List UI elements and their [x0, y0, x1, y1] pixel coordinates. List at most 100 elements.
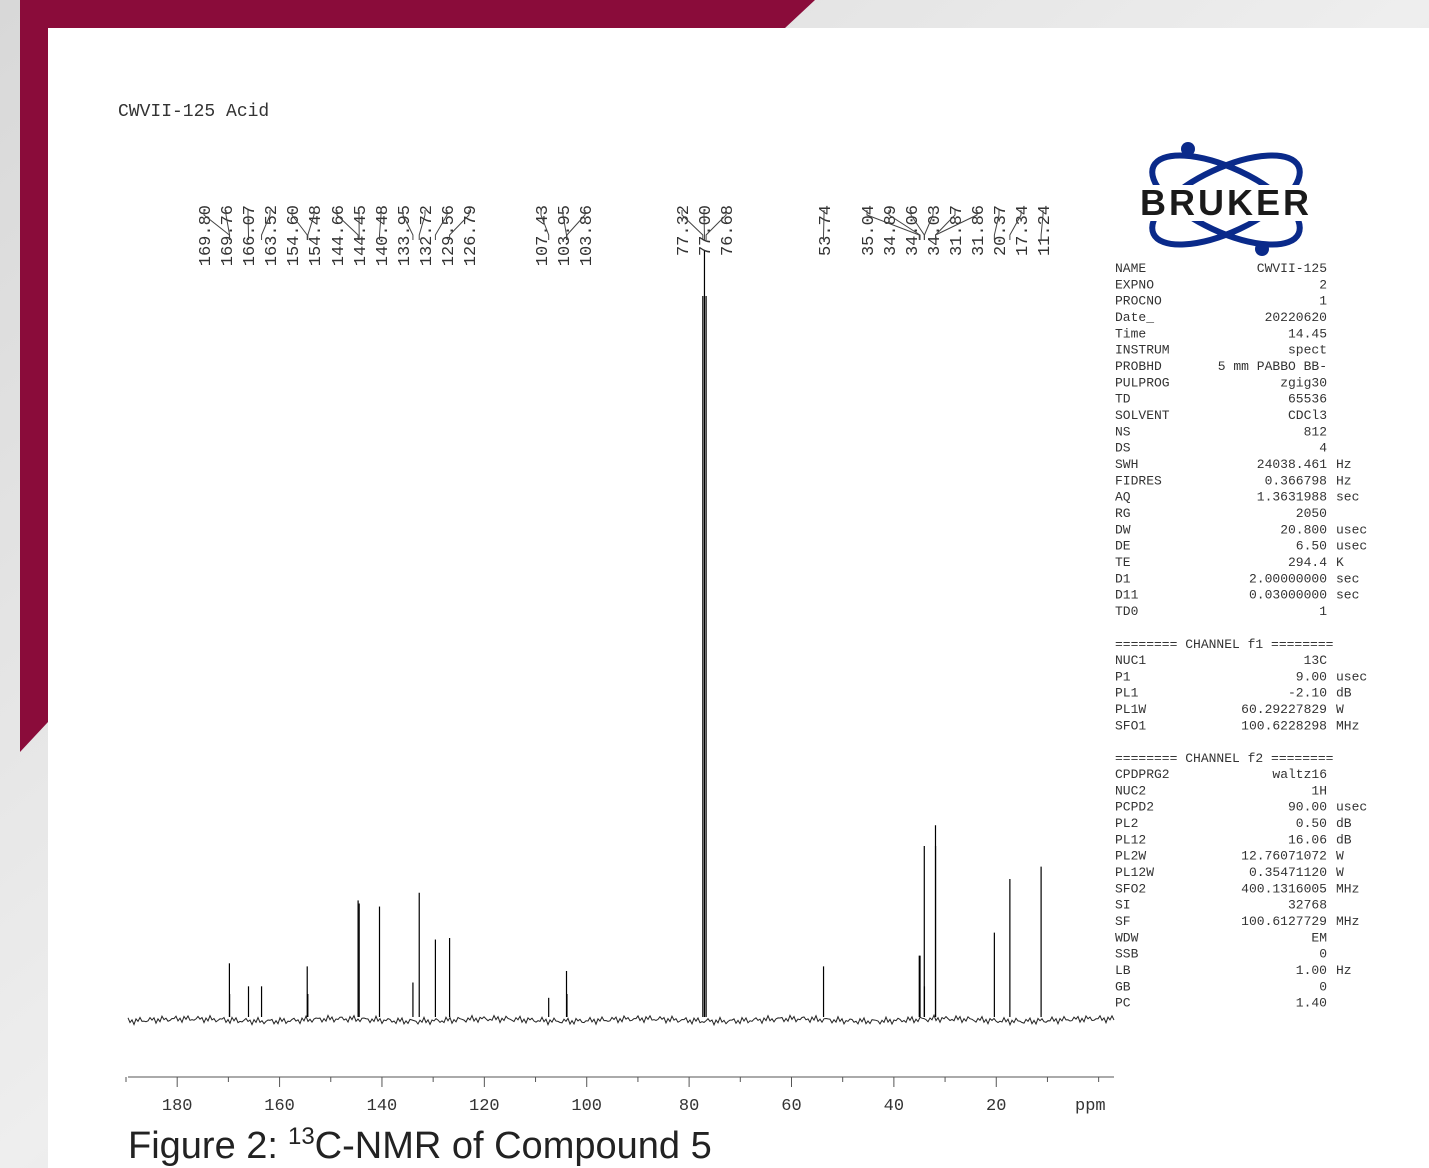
slide: CWVII-125 Acid ppm BRUKER Figure 2:13C-N…	[0, 0, 1429, 1168]
peak-label: 34.06	[904, 205, 923, 256]
peak-label: 103.95	[556, 205, 575, 266]
channel-header: ======== CHANNEL f1 ========	[1115, 637, 1334, 652]
param-value: 13C	[1304, 653, 1328, 668]
peak-label: 34.89	[882, 205, 901, 256]
param-key: SWH	[1115, 457, 1138, 472]
param-key: PCPD2	[1115, 800, 1154, 815]
param-value: 294.4	[1288, 555, 1327, 570]
param-value: 1	[1319, 604, 1327, 619]
x-axis-label: ppm	[1075, 1097, 1106, 1116]
param-unit: Hz	[1336, 457, 1352, 472]
param-value: EM	[1311, 930, 1327, 945]
param-key: CPDPRG2	[1115, 767, 1170, 782]
param-key: GB	[1115, 979, 1131, 994]
peak-label: 77.00	[697, 205, 716, 256]
param-value: zgig30	[1280, 375, 1327, 390]
param-value: 0.50	[1296, 816, 1327, 831]
param-key: INSTRUM	[1115, 343, 1170, 358]
x-tick-label: 80	[679, 1097, 699, 1116]
param-unit: MHz	[1336, 914, 1359, 929]
peak-label: 154.60	[285, 205, 304, 266]
peak-label: 169.76	[219, 205, 238, 266]
param-unit: W	[1336, 865, 1344, 880]
param-key: LB	[1115, 963, 1131, 978]
param-key: TD0	[1115, 604, 1138, 619]
param-key: PL1W	[1115, 702, 1146, 717]
peak-label: 77.32	[675, 205, 694, 256]
param-key: PL12W	[1115, 865, 1154, 880]
param-key: FIDRES	[1115, 473, 1162, 488]
param-key: EXPNO	[1115, 277, 1154, 292]
param-value: 2.00000000	[1249, 571, 1327, 586]
param-value: 4	[1319, 441, 1327, 456]
peak-label: 76.68	[719, 205, 738, 256]
param-value: 9.00	[1296, 669, 1327, 684]
param-key: WDW	[1115, 930, 1139, 945]
param-value: 1	[1319, 294, 1327, 309]
caption-superscript: 13	[288, 1123, 315, 1150]
peak-label: 166.07	[241, 205, 260, 266]
peak-label: 154.48	[307, 205, 326, 266]
peak-label: 35.04	[860, 205, 879, 256]
param-key: PL2	[1115, 816, 1138, 831]
param-value: 65536	[1288, 392, 1327, 407]
param-value: 24038.461	[1257, 457, 1327, 472]
x-tick-label: 120	[469, 1097, 500, 1116]
param-value: 812	[1304, 424, 1327, 439]
param-unit: K	[1336, 555, 1344, 570]
param-value: 20220620	[1265, 310, 1327, 325]
caption-rest: C-NMR of Compound 5	[315, 1125, 712, 1167]
x-tick-label: 160	[264, 1097, 295, 1116]
param-key: PROCNO	[1115, 294, 1162, 309]
param-key: DW	[1115, 522, 1131, 537]
peak-label: 144.66	[330, 205, 349, 266]
param-key: PC	[1115, 996, 1131, 1011]
param-key: NAME	[1115, 261, 1146, 276]
x-tick-label: 140	[367, 1097, 398, 1116]
param-unit: Hz	[1336, 473, 1352, 488]
peak-label: 53.74	[817, 205, 836, 256]
peak-label: 11.24	[1036, 205, 1055, 256]
peak-label: 107.43	[534, 205, 553, 266]
param-unit: sec	[1336, 490, 1359, 505]
param-unit: dB	[1336, 816, 1352, 831]
peak-label: 132.72	[418, 205, 437, 266]
param-value: 32768	[1288, 898, 1327, 913]
peak-label: 31.87	[948, 205, 967, 256]
param-value: 400.1316005	[1241, 881, 1327, 896]
param-unit: MHz	[1336, 881, 1359, 896]
param-key: Date_	[1115, 310, 1154, 325]
param-key: NUC2	[1115, 783, 1146, 798]
param-key: D1	[1115, 571, 1131, 586]
param-value: 0	[1319, 979, 1327, 994]
x-tick-label: 100	[571, 1097, 602, 1116]
param-key: NS	[1115, 424, 1131, 439]
peak-label: 34.03	[926, 205, 945, 256]
spectrum-title: CWVII-125 Acid	[118, 102, 269, 122]
param-key: PL1	[1115, 686, 1139, 701]
param-unit: dB	[1336, 832, 1352, 847]
x-tick-label: 20	[986, 1097, 1006, 1116]
param-value: 0.366798	[1265, 473, 1327, 488]
param-key: SFO1	[1115, 718, 1146, 733]
param-value: 100.6127729	[1241, 914, 1327, 929]
param-value: 16.06	[1288, 832, 1327, 847]
param-key: P1	[1115, 669, 1131, 684]
param-value: 1.40	[1296, 996, 1327, 1011]
param-key: SF	[1115, 914, 1131, 929]
x-tick-label: 60	[781, 1097, 801, 1116]
param-value: 1H	[1311, 783, 1327, 798]
param-unit: Hz	[1336, 963, 1352, 978]
param-value: 90.00	[1288, 800, 1327, 815]
param-value: 2050	[1296, 506, 1327, 521]
param-key: AQ	[1115, 490, 1131, 505]
param-value: waltz16	[1272, 767, 1327, 782]
param-value: 1.00	[1296, 963, 1327, 978]
param-key: PULPROG	[1115, 375, 1170, 390]
param-key: TE	[1115, 555, 1131, 570]
page: CWVII-125 Acid ppm BRUKER Figure 2:13C-N…	[0, 0, 1429, 1168]
param-key: PL2W	[1115, 849, 1146, 864]
peak-label: 20.37	[992, 205, 1011, 256]
param-value: 0.03000000	[1249, 588, 1327, 603]
param-value: -2.10	[1288, 686, 1327, 701]
